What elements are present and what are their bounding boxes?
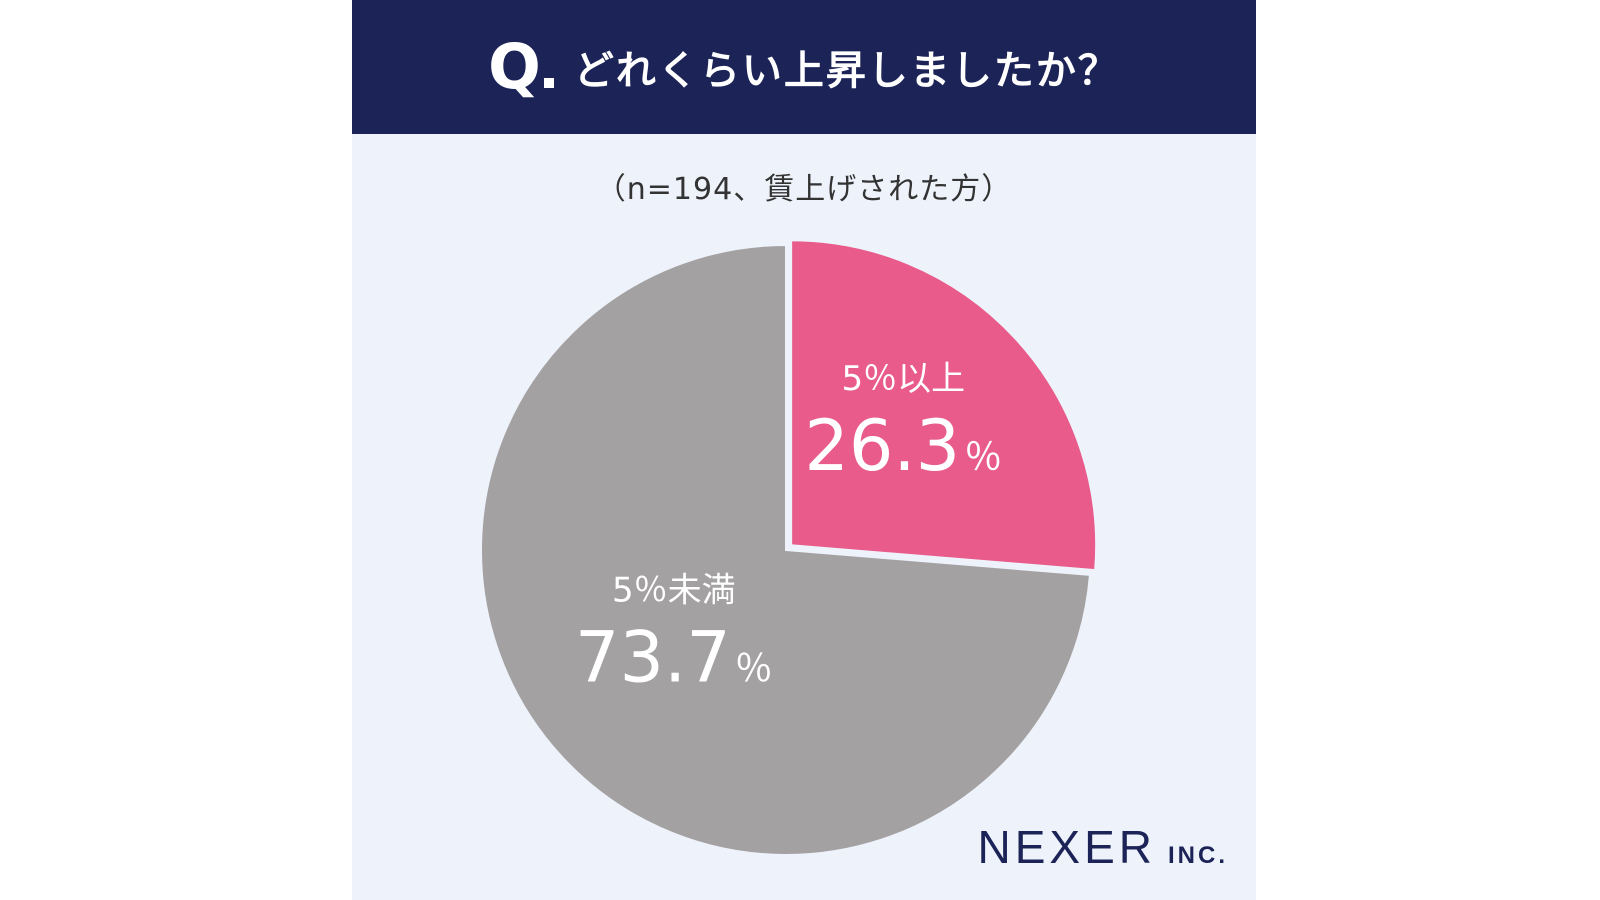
sample-note: （n=194、賃上げされた方） — [595, 172, 1013, 207]
brand-suffix: INC. — [1168, 842, 1228, 869]
page-title: どれくらい上昇しましたか？ — [573, 48, 1120, 94]
slice-label-0: 5％以上 — [841, 359, 965, 399]
question-header: Q どれくらい上昇しましたか？ — [352, 0, 1256, 134]
pie-slice-1 — [480, 243, 1092, 856]
pie-chart: 5％以上 26.3 ％ 5％未満 73.7 ％ — [480, 239, 1098, 856]
chart-card: Q どれくらい上昇しましたか？ （n=194、賃上げされた方） 5％以上 26.3… — [352, 0, 1256, 900]
brand-name: NEXER — [977, 821, 1156, 873]
q-dot-icon — [543, 78, 554, 88]
slice-value-1: 73.7 ％ — [575, 616, 773, 698]
pie-slice-0 — [790, 239, 1098, 572]
slice-value-0: 26.3 ％ — [804, 405, 1002, 487]
q-mark: Q — [488, 36, 554, 98]
slice-label-1: 5％未満 — [612, 570, 736, 610]
brand-logo: NEXER INC. — [978, 820, 1228, 874]
